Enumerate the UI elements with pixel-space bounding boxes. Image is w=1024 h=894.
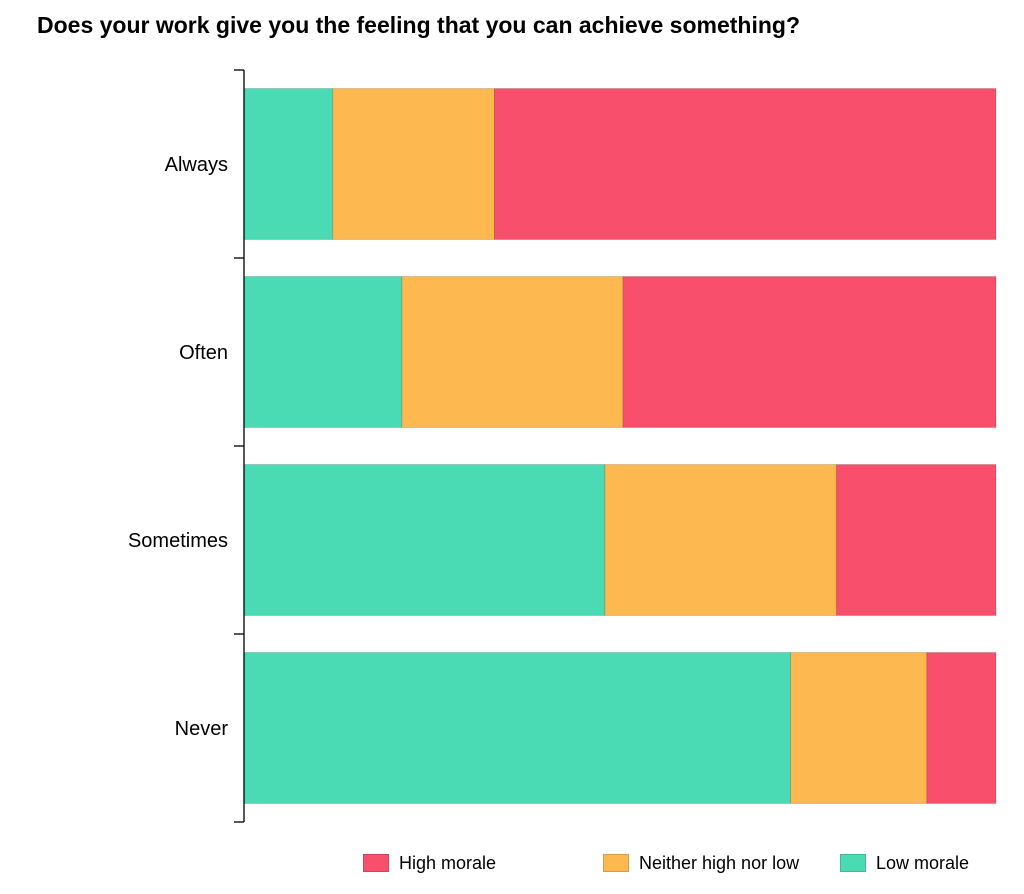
bar-often-low-morale bbox=[243, 276, 403, 428]
bar-always-neither-high-nor-low bbox=[332, 88, 495, 240]
bar-always-high-morale bbox=[494, 88, 997, 240]
category-label-often: Often bbox=[179, 342, 228, 364]
bar-sometimes-low-morale bbox=[243, 464, 606, 616]
category-label-sometimes: Sometimes bbox=[128, 530, 228, 552]
legend-item-low-morale: Low morale bbox=[840, 850, 969, 876]
legend-label-low-morale: Low morale bbox=[876, 852, 970, 873]
bar-always-low-morale bbox=[243, 88, 334, 240]
bar-sometimes-neither-high-nor-low bbox=[604, 464, 837, 616]
bar-often-neither-high-nor-low bbox=[401, 276, 624, 428]
bar-never-neither-high-nor-low bbox=[790, 652, 928, 804]
chart-title: Does your work give you the feeling that… bbox=[37, 12, 800, 38]
bar-sometimes-high-morale bbox=[836, 464, 997, 616]
chart-legend: High morale Neither high nor low Low mor… bbox=[363, 850, 1023, 876]
legend-item-neither: Neither high nor low bbox=[603, 850, 799, 876]
bar-never-high-morale bbox=[926, 652, 997, 804]
legend-swatch-low-morale bbox=[840, 854, 866, 872]
legend-item-high-morale: High morale bbox=[363, 850, 496, 876]
legend-swatch-neither bbox=[603, 854, 629, 872]
bar-never-low-morale bbox=[243, 652, 792, 804]
legend-label-high-morale: High morale bbox=[399, 852, 497, 873]
bar-often-high-morale bbox=[622, 276, 997, 428]
category-label-always: Always bbox=[165, 154, 228, 176]
category-label-never: Never bbox=[175, 718, 229, 740]
legend-swatch-high-morale bbox=[363, 854, 389, 872]
legend-label-neither: Neither high nor low bbox=[639, 852, 800, 873]
